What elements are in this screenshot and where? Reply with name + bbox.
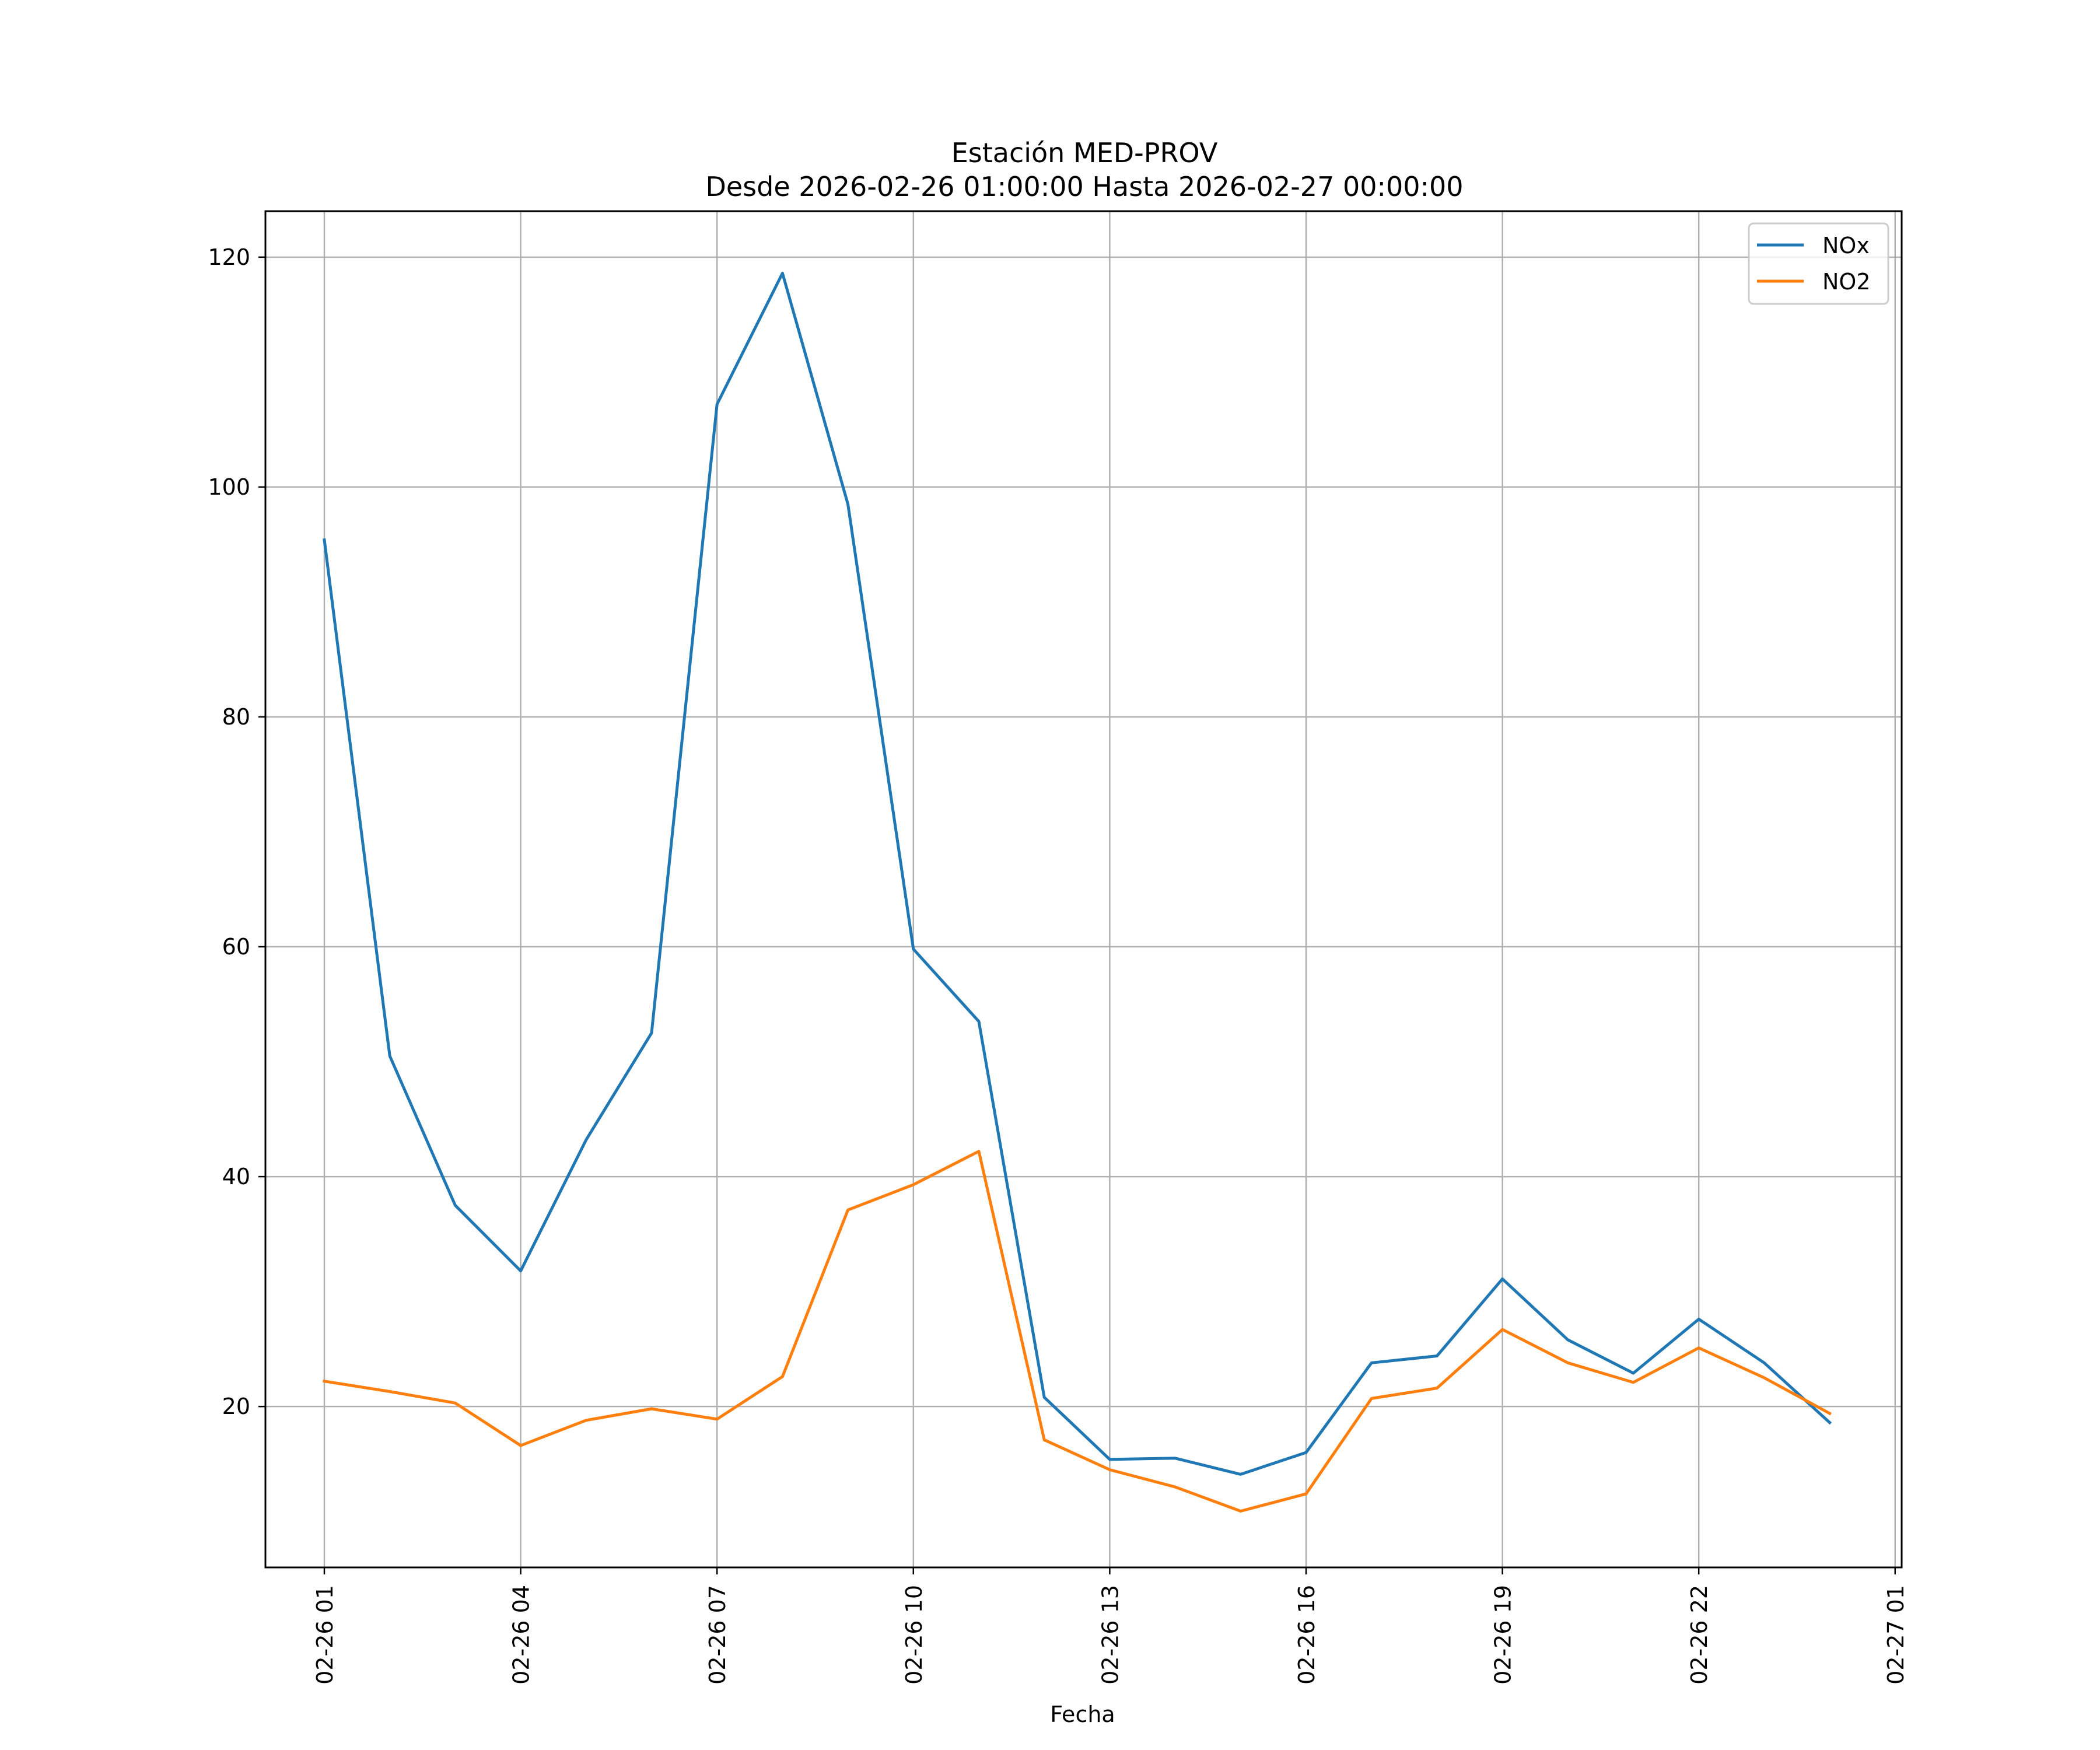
x-tick-label: 02-27 01 xyxy=(1883,1585,1909,1685)
data-point-nox xyxy=(1107,1457,1112,1462)
data-point-no2 xyxy=(1042,1437,1046,1442)
data-point-nox xyxy=(1369,1360,1374,1365)
data-point-no2 xyxy=(1107,1468,1112,1472)
y-tick-label: 80 xyxy=(222,704,250,730)
data-point-nox xyxy=(584,1138,589,1142)
data-point-no2 xyxy=(780,1374,785,1379)
data-point-nox xyxy=(649,1031,654,1035)
data-point-no2 xyxy=(1500,1327,1505,1332)
data-point-no2 xyxy=(715,1417,719,1422)
plot-frame xyxy=(264,210,1903,1569)
data-point-nox xyxy=(1762,1360,1766,1365)
x-tick-label: 02-26 13 xyxy=(1097,1585,1123,1685)
data-point-nox xyxy=(1631,1371,1636,1376)
data-point-nox xyxy=(1304,1450,1308,1455)
data-point-nox xyxy=(322,538,327,542)
data-point-nox xyxy=(1828,1420,1832,1425)
data-point-nox xyxy=(715,402,719,407)
data-point-no2 xyxy=(846,1208,850,1212)
series-line-no2 xyxy=(323,1150,1832,1513)
x-tick-label: 02-26 01 xyxy=(312,1585,338,1685)
data-point-no2 xyxy=(1173,1485,1178,1489)
chart-title: Estación MED-PROV xyxy=(951,137,1218,169)
data-point-nox xyxy=(387,1054,392,1058)
x-tick-label: 02-26 07 xyxy=(705,1585,730,1685)
data-point-no2 xyxy=(519,1443,523,1448)
series-lines xyxy=(322,271,1832,1513)
data-point-no2 xyxy=(322,1379,327,1384)
x-tick-label: 02-26 22 xyxy=(1686,1585,1712,1685)
data-point-nox xyxy=(780,271,785,275)
data-point-nox xyxy=(1434,1353,1439,1358)
data-point-no2 xyxy=(1369,1396,1374,1401)
legend: NOx NO2 xyxy=(1748,222,1889,305)
data-point-no2 xyxy=(911,1182,916,1187)
x-tick-label: 02-26 10 xyxy=(901,1585,927,1685)
data-point-nox xyxy=(911,947,916,951)
data-point-nox xyxy=(1696,1317,1701,1321)
grid-lines xyxy=(265,211,1902,1567)
data-point-nox xyxy=(1173,1456,1178,1461)
data-point-nox xyxy=(977,1019,981,1024)
data-point-no2 xyxy=(453,1401,457,1405)
data-point-no2 xyxy=(1238,1508,1243,1513)
y-tick-label: 40 xyxy=(222,1164,250,1189)
data-point-no2 xyxy=(1304,1492,1308,1496)
x-axis-label: Fecha xyxy=(1050,1702,1115,1727)
data-point-nox xyxy=(1566,1338,1570,1342)
legend-label-nox: NOx xyxy=(1822,233,1870,258)
data-point-nox xyxy=(1042,1395,1046,1399)
series-line-nox xyxy=(323,271,1832,1476)
data-point-no2 xyxy=(1566,1360,1570,1365)
y-tick-label: 60 xyxy=(222,934,250,960)
y-tick-label: 120 xyxy=(208,244,250,270)
data-point-no2 xyxy=(584,1418,589,1423)
data-point-no2 xyxy=(1631,1380,1636,1385)
axis-ticks: 02-26 01 02-26 04 02-26 07 02-26 10 02-26 13… xyxy=(208,244,1908,1685)
data-point-nox xyxy=(846,502,850,506)
data-point-no2 xyxy=(1696,1346,1701,1350)
chart-subtitle: Desde 2026-02-26 01:00:00 Hasta 2026-02-… xyxy=(705,171,1463,202)
data-point-nox xyxy=(1238,1472,1243,1476)
data-point-no2 xyxy=(1434,1386,1439,1391)
data-point-nox xyxy=(519,1269,523,1273)
legend-label-no2: NO2 xyxy=(1822,269,1871,295)
data-point-no2 xyxy=(1828,1411,1832,1416)
data-point-no2 xyxy=(977,1149,981,1154)
data-point-no2 xyxy=(387,1390,392,1394)
x-tick-label: 02-26 16 xyxy=(1294,1585,1320,1685)
data-point-no2 xyxy=(1762,1376,1766,1380)
data-point-nox xyxy=(453,1203,457,1208)
data-point-nox xyxy=(1500,1276,1505,1281)
y-tick-label: 20 xyxy=(222,1394,250,1419)
x-tick-label: 02-26 19 xyxy=(1490,1585,1516,1685)
y-tick-label: 100 xyxy=(208,474,250,500)
data-point-no2 xyxy=(649,1406,654,1411)
x-tick-label: 02-26 04 xyxy=(509,1585,534,1685)
